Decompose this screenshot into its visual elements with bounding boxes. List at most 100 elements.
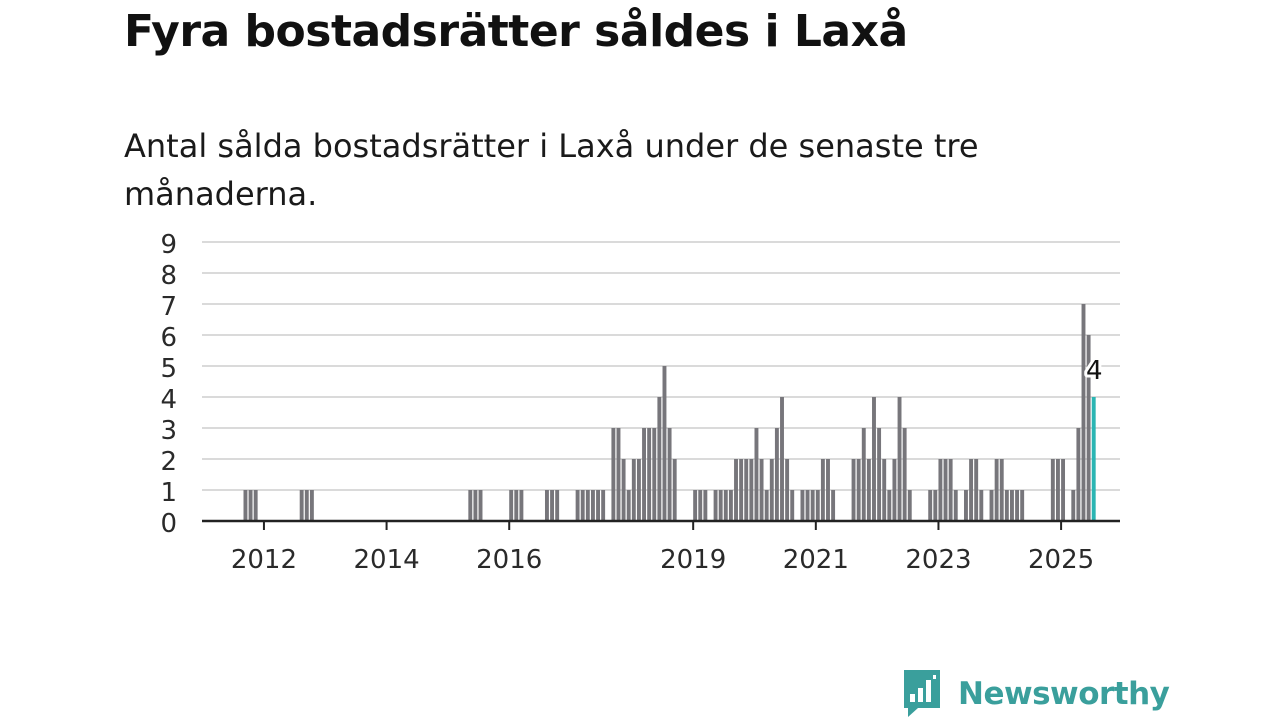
bar: [907, 490, 912, 521]
bar: [759, 459, 764, 521]
bar: [800, 490, 805, 521]
bar: [877, 428, 882, 521]
bar: [642, 428, 646, 521]
bar: [943, 459, 948, 521]
bar: [478, 490, 483, 521]
y-tick-label: 9: [160, 230, 177, 260]
y-tick-label: 2: [160, 447, 177, 477]
bar: [785, 459, 790, 521]
y-tick-label: 8: [160, 261, 177, 291]
bar: [1015, 490, 1020, 521]
bar: [626, 490, 631, 521]
bar: [866, 459, 871, 521]
bar: [820, 459, 825, 521]
bar: [728, 490, 733, 521]
x-tick-label: 2021: [783, 545, 849, 575]
bar: [734, 459, 738, 521]
bar: [299, 490, 304, 521]
bar: [723, 490, 728, 521]
bar: [1071, 490, 1076, 521]
y-tick-label: 7: [160, 292, 177, 322]
bar: [304, 490, 309, 521]
chart-subtitle: Antal sålda bostadsrätter i Laxå under d…: [124, 127, 979, 213]
bar: [580, 490, 585, 521]
bar: [544, 490, 549, 521]
bar: [872, 397, 876, 521]
highlight-bar: [1091, 397, 1096, 521]
x-tick-label: 2025: [1028, 545, 1094, 575]
bar: [672, 459, 677, 521]
bar: [309, 490, 314, 521]
bar: [1076, 428, 1081, 521]
bar: [964, 490, 968, 521]
bar: [826, 459, 830, 521]
x-tick-label: 2016: [476, 545, 542, 575]
bar: [1086, 335, 1091, 521]
bar: [1020, 490, 1025, 521]
bar: [764, 490, 769, 521]
bar: [902, 428, 907, 521]
bar: [979, 490, 984, 521]
x-tick-label: 2023: [905, 545, 971, 575]
bar: [253, 490, 258, 521]
bar: [636, 459, 641, 521]
bar: [1055, 459, 1060, 521]
bar: [555, 490, 560, 521]
bar: [248, 490, 253, 521]
x-tick-label: 2012: [231, 545, 297, 575]
bar: [897, 397, 902, 521]
chart-title: Fyra bostadsrätter såldes i Laxå: [124, 6, 908, 57]
bar: [861, 428, 866, 521]
bar: [831, 490, 836, 521]
bar: [468, 490, 473, 521]
bar: [693, 490, 698, 521]
bar: [1010, 490, 1014, 521]
bar: [1050, 459, 1055, 521]
bar: [519, 490, 524, 521]
bar: [662, 366, 667, 521]
bar: [994, 459, 999, 521]
bar: [718, 490, 723, 521]
bar: [575, 490, 580, 521]
bar: [815, 490, 820, 521]
bar: [1061, 459, 1066, 521]
bar: [473, 490, 478, 521]
y-tick-label: 1: [160, 478, 177, 508]
y-tick-label: 4: [160, 385, 177, 415]
bar: [243, 490, 248, 521]
bar: [892, 459, 897, 521]
bar: [974, 459, 979, 521]
bar: [769, 459, 774, 521]
bar: [938, 459, 943, 521]
bar: [652, 428, 657, 521]
bar: [713, 490, 718, 521]
bar: [856, 459, 861, 521]
bar: [601, 490, 606, 521]
highlight-value-label: 4: [1086, 356, 1103, 386]
y-tick-label: 3: [160, 416, 177, 446]
bar: [933, 490, 938, 521]
bar: [810, 490, 815, 521]
bar: [999, 459, 1004, 521]
x-tick-label: 2019: [660, 545, 726, 575]
bar: [887, 490, 892, 521]
bar: [585, 490, 590, 521]
bar: [703, 490, 708, 521]
bar: [698, 490, 703, 521]
bar: [948, 459, 953, 521]
bar: [1004, 490, 1009, 521]
bar: [657, 397, 662, 521]
bar: [882, 459, 887, 521]
bar: [851, 459, 856, 521]
bar: [509, 490, 514, 521]
bar: [749, 459, 754, 521]
bar: [616, 428, 621, 521]
bar: [631, 459, 636, 521]
bar: [953, 490, 958, 521]
newsworthy-logo: Newsworthy: [902, 670, 1170, 718]
bar: [780, 397, 784, 521]
bar: [596, 490, 600, 521]
newsworthy-logo-text: Newsworthy: [958, 676, 1170, 712]
bar: [514, 490, 519, 521]
